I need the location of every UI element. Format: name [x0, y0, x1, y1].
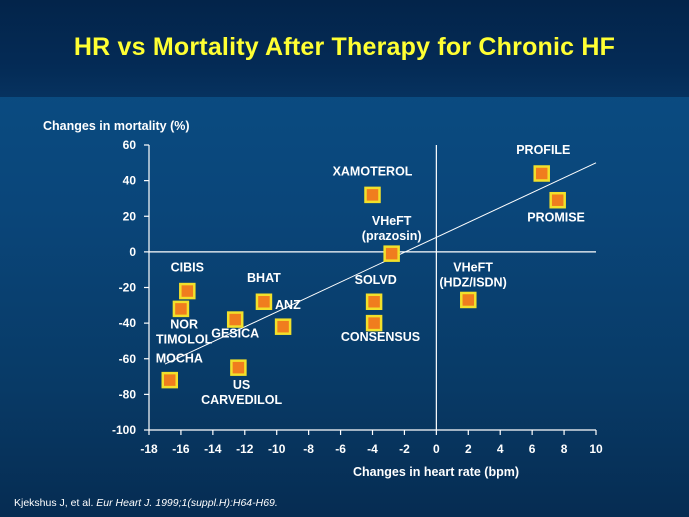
- x-tick-label: 4: [497, 442, 504, 456]
- marker-bhat: [255, 293, 273, 310]
- trend-line: [164, 162, 597, 365]
- x-tick-label: -18: [140, 442, 158, 456]
- x-tick-label: 0: [433, 442, 440, 456]
- title-band: [0, 0, 689, 97]
- marker-profile: [533, 165, 550, 182]
- label-us-carvedilol: US CARVEDILOL: [201, 378, 282, 407]
- marker-us-carvedilol: [230, 359, 247, 376]
- y-axis-title: Changes in mortality (%): [43, 119, 190, 133]
- x-axis-title: Changes in heart rate (bpm): [353, 465, 519, 479]
- x-tick-label: 2: [465, 442, 472, 456]
- label-consensus: CONSENSUS: [341, 330, 420, 344]
- label-anz: ANZ: [275, 298, 301, 312]
- x-tick-label: -8: [303, 442, 314, 456]
- x-tick-label: -4: [367, 442, 378, 456]
- y-tick-label: -100: [112, 423, 136, 437]
- label-bhat: BHAT: [247, 271, 281, 285]
- trend-line-group: [164, 162, 597, 365]
- y-tick-label: 40: [123, 174, 137, 188]
- x-tick-label: 10: [589, 442, 603, 456]
- data-markers: [161, 165, 566, 389]
- label-xamoterol: XAMOTEROL: [333, 164, 413, 178]
- label-cibis: CIBIS: [171, 260, 204, 274]
- citation-authors: Kjekshus J, et al.: [14, 497, 97, 509]
- x-tick-label: -10: [268, 442, 286, 456]
- label-profile: PROFILE: [516, 143, 570, 157]
- label-promise: PROMISE: [527, 211, 585, 225]
- marker-consensus: [365, 314, 383, 332]
- x-tick-label: -2: [399, 442, 410, 456]
- marker-vheft-hdz-isdn: [460, 291, 477, 309]
- x-tick-label: -12: [236, 442, 254, 456]
- label-vheft-hdz-isdn: VHeFT (HDZ/ISDN): [439, 260, 506, 289]
- y-tick-label: -20: [119, 281, 137, 295]
- x-tick-label: 8: [561, 442, 568, 456]
- marker-xamoterol: [364, 186, 381, 204]
- marker-gesica: [226, 311, 244, 328]
- marker-promise: [549, 191, 566, 209]
- marker-vheft-prazosin: [383, 245, 400, 262]
- citation-journal: Eur Heart J. 1999;1(suppl.H):H64-H69.: [96, 497, 278, 509]
- marker-nor-timolol: [172, 300, 190, 318]
- y-tick-label: 20: [123, 209, 137, 223]
- x-tick-label: -14: [204, 442, 222, 456]
- x-tick-label: -6: [335, 442, 346, 456]
- citation: Kjekshus J, et al. Eur Heart J. 1999;1(s…: [14, 497, 278, 509]
- label-vheft-prazosin: VHeFT (prazosin): [362, 214, 422, 243]
- label-nor-timolol: NOR TIMOLOL: [156, 317, 213, 346]
- marker-solvd: [365, 293, 383, 310]
- label-mocha: MOCHA: [156, 351, 203, 365]
- label-gesica: GESICA: [211, 326, 259, 340]
- y-tick-label: 60: [123, 138, 137, 152]
- marker-anz: [274, 318, 292, 335]
- marker-mocha: [161, 371, 179, 389]
- slide-title: HR vs Mortality After Therapy for Chroni…: [73, 33, 616, 61]
- point-labels: XAMOTEROL PROFILE PROMISE VHeFT (prazosin) VH…: [156, 143, 585, 407]
- y-tick-label: -80: [119, 387, 137, 401]
- y-tick-label: -40: [119, 316, 137, 330]
- y-tick-label: 0: [129, 245, 136, 259]
- label-solvd: SOLVD: [355, 273, 397, 287]
- x-tick-label: 6: [529, 442, 536, 456]
- x-tick-label: -16: [172, 442, 190, 456]
- y-tick-label: -60: [119, 352, 137, 366]
- marker-cibis: [179, 282, 196, 300]
